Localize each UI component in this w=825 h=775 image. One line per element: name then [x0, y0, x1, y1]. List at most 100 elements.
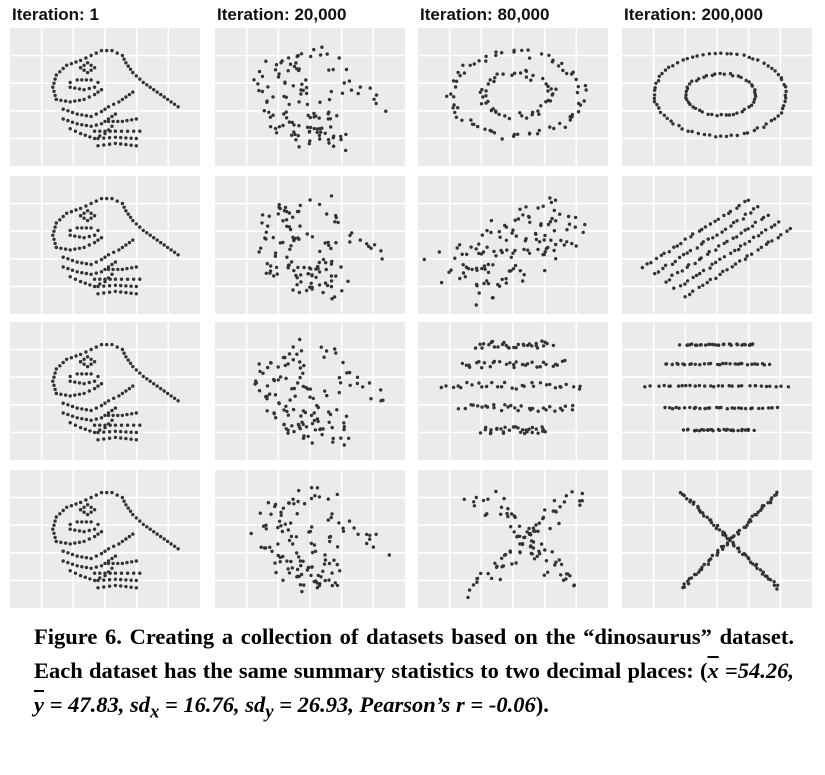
- data-point: [454, 79, 459, 84]
- data-point: [80, 555, 84, 559]
- data-point: [744, 553, 748, 557]
- data-point: [92, 85, 97, 89]
- data-point: [474, 303, 478, 307]
- data-point: [310, 550, 315, 555]
- data-point: [289, 559, 293, 564]
- data-point: [297, 100, 301, 104]
- data-point: [110, 272, 114, 276]
- data-point: [548, 405, 552, 409]
- data-point: [61, 401, 65, 405]
- data-point: [667, 250, 671, 254]
- data-point: [269, 361, 273, 365]
- data-point: [495, 72, 499, 76]
- data-point: [484, 384, 489, 389]
- data-point: [264, 230, 268, 234]
- data-point: [664, 280, 668, 284]
- data-point: [538, 552, 542, 556]
- data-point: [329, 284, 334, 289]
- data-point: [702, 362, 707, 366]
- data-point: [762, 125, 766, 129]
- data-point: [99, 270, 104, 274]
- data-point: [755, 362, 760, 366]
- data-point: [500, 277, 504, 282]
- data-point: [290, 424, 294, 428]
- data-point: [492, 249, 496, 254]
- data-point: [768, 384, 772, 388]
- data-point: [743, 228, 747, 232]
- data-point: [172, 102, 177, 107]
- data-point: [69, 504, 74, 508]
- data-point: [124, 389, 128, 393]
- data-point: [458, 73, 462, 78]
- data-point: [510, 73, 514, 77]
- data-point: [120, 53, 125, 58]
- data-point: [318, 249, 322, 254]
- data-point: [103, 423, 107, 427]
- data-point: [290, 133, 294, 137]
- data-point: [318, 127, 322, 131]
- data-point: [296, 499, 300, 504]
- data-point: [715, 233, 719, 237]
- data-point: [84, 565, 89, 570]
- data-point: [315, 586, 320, 590]
- data-point: [706, 252, 710, 256]
- data-point: [465, 380, 469, 385]
- data-point: [297, 67, 301, 71]
- data-point: [274, 265, 279, 270]
- data-point: [132, 129, 136, 133]
- data-point: [537, 128, 541, 133]
- data-point: [94, 406, 99, 410]
- data-point: [730, 406, 734, 410]
- data-point: [77, 540, 82, 544]
- data-point: [292, 123, 296, 127]
- data-point: [308, 198, 312, 202]
- data-point: [737, 203, 741, 208]
- data-point: [59, 540, 63, 544]
- data-point: [731, 236, 735, 240]
- data-point: [99, 564, 104, 568]
- data-point: [148, 233, 152, 237]
- data-point: [321, 569, 325, 573]
- data-point: [702, 562, 706, 567]
- data-point: [176, 253, 180, 257]
- data-point: [117, 394, 121, 398]
- data-point: [273, 502, 278, 507]
- data-point: [536, 247, 540, 252]
- data-point: [537, 112, 541, 116]
- data-point: [119, 423, 124, 427]
- data-point: [459, 385, 463, 390]
- data-point: [169, 542, 173, 546]
- data-point: [527, 427, 531, 431]
- data-point: [571, 70, 575, 74]
- data-point: [278, 560, 282, 564]
- data-point: [259, 545, 263, 549]
- data-point: [522, 431, 527, 436]
- data-point: [295, 54, 299, 59]
- data-point: [96, 136, 100, 141]
- data-point: [697, 383, 702, 388]
- data-point: [439, 280, 444, 285]
- data-point: [659, 253, 664, 257]
- data-point: [720, 384, 725, 388]
- data-point: [107, 290, 112, 294]
- data-point: [703, 225, 708, 229]
- data-point: [488, 365, 492, 369]
- data-point: [470, 383, 474, 387]
- data-point: [53, 371, 57, 375]
- data-point: [780, 106, 785, 111]
- data-point: [124, 136, 128, 140]
- data-point: [721, 533, 725, 537]
- data-point: [82, 63, 86, 67]
- data-point: [736, 546, 740, 550]
- data-point: [273, 393, 278, 397]
- data-point: [126, 506, 130, 510]
- data-point: [752, 128, 757, 133]
- data-point: [379, 399, 383, 403]
- data-point: [94, 123, 99, 127]
- data-point: [291, 215, 295, 219]
- data-point: [717, 244, 721, 248]
- data-point: [110, 196, 114, 201]
- data-point: [53, 93, 57, 98]
- data-point: [106, 253, 111, 257]
- data-point: [735, 235, 739, 239]
